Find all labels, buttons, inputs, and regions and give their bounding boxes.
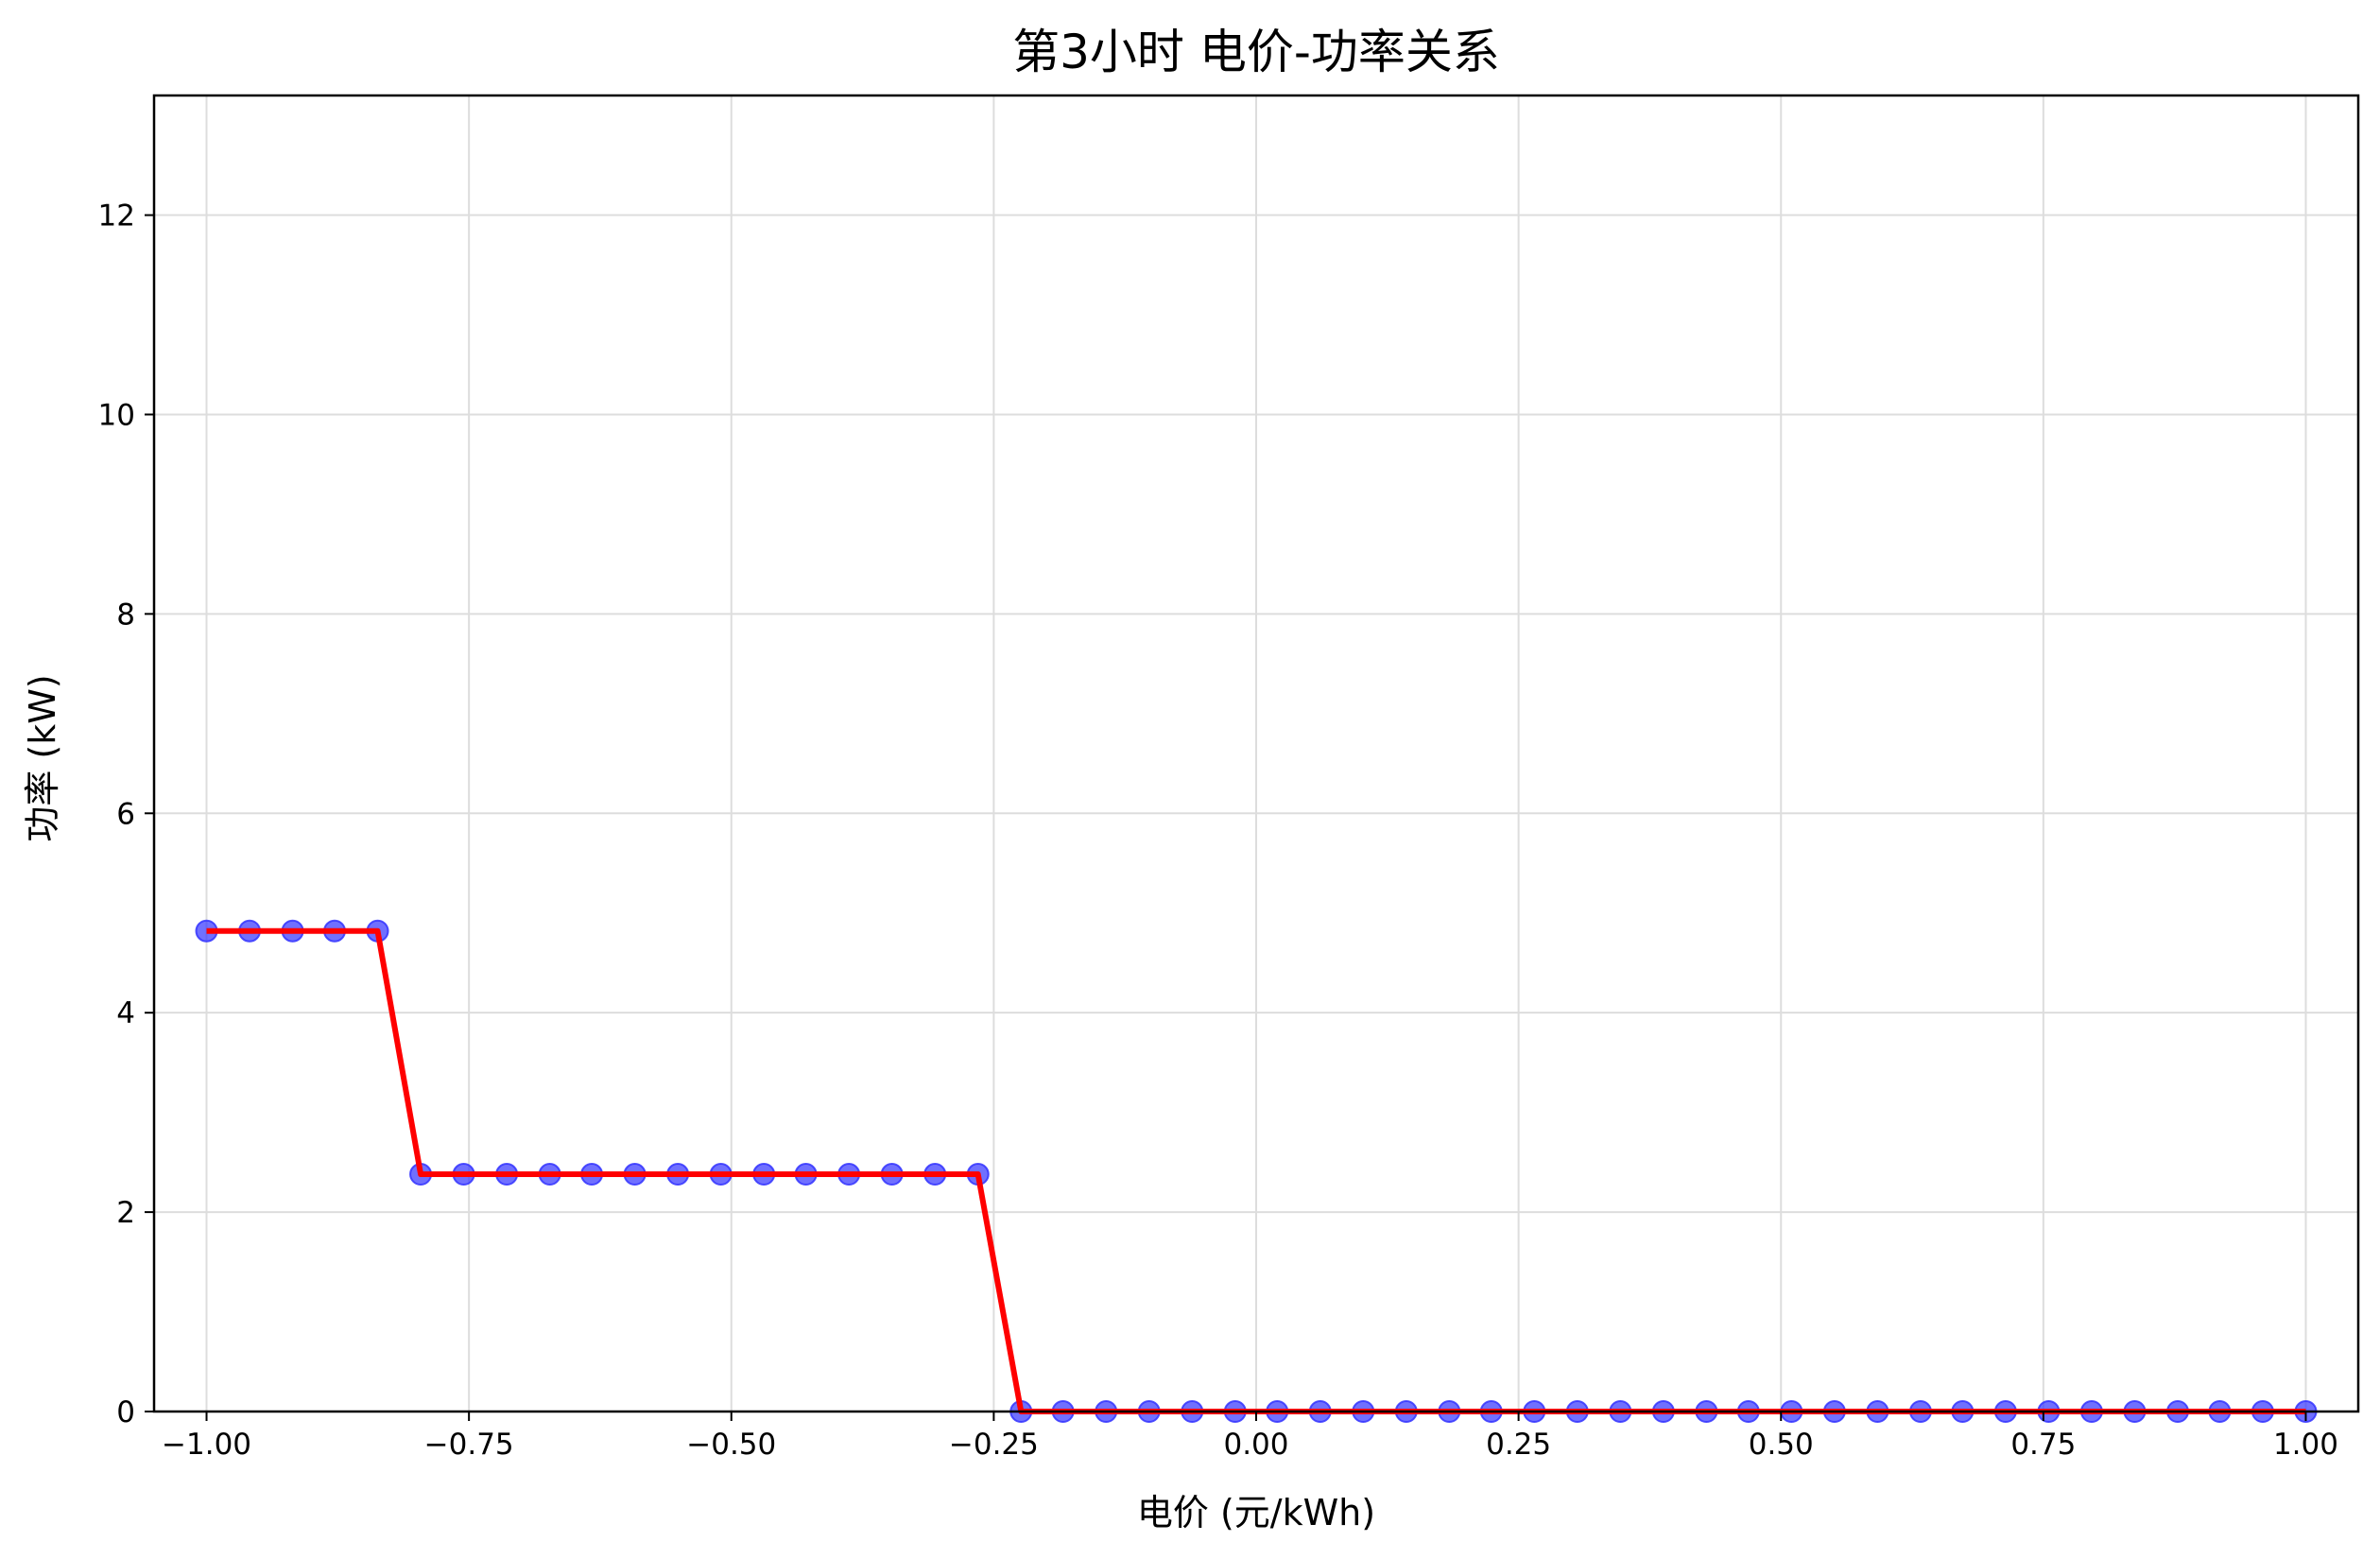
x-tick-label: 0.00: [1223, 1428, 1288, 1462]
x-tick-label: −0.25: [949, 1428, 1039, 1462]
x-tick-label: 0.50: [1749, 1428, 1814, 1462]
x-tick-label: −1.00: [162, 1428, 251, 1462]
x-tick-label: −0.50: [686, 1428, 776, 1462]
x-tick-label: 0.75: [2010, 1428, 2076, 1462]
y-tick-label: 6: [116, 797, 135, 831]
y-tick-label: 12: [98, 199, 135, 234]
y-tick-label: 10: [98, 398, 135, 432]
chart-title: 第3小时 电价-功率关系: [1012, 25, 1500, 79]
x-tick-label: −0.75: [424, 1428, 514, 1462]
y-tick-label: 0: [116, 1395, 135, 1429]
y-tick-label: 8: [116, 598, 135, 632]
y-tick-label: 2: [116, 1196, 135, 1230]
x-axis-label: 电价 (元/kWh): [1137, 1492, 1375, 1533]
y-axis-label: 功率 (kW): [22, 674, 63, 841]
ticks: −1.00 −0.75 −0.50 −0.25 0.00 0.25 0.50 0.75 1.00…: [98, 199, 2338, 1462]
x-tick-label: 0.25: [1486, 1428, 1551, 1462]
x-tick-label: 1.00: [2273, 1428, 2338, 1462]
y-tick-label: 4: [116, 996, 135, 1031]
